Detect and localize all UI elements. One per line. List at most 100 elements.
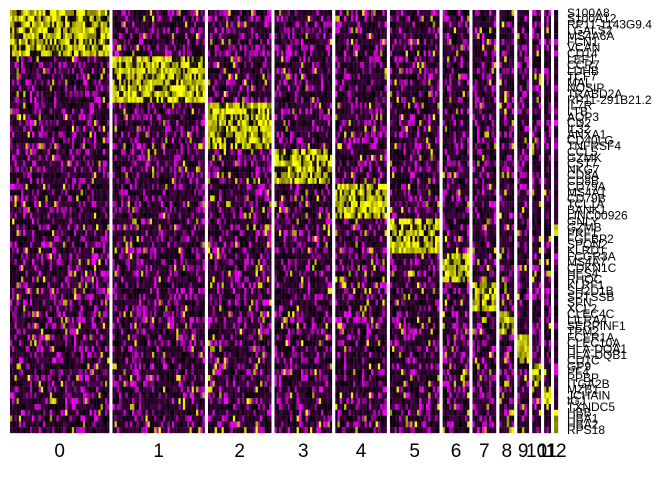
heatmap-cell — [36, 276, 39, 283]
heatmap-cell — [112, 91, 115, 98]
heatmap-cell — [74, 392, 77, 399]
heatmap-cell — [51, 386, 55, 393]
heatmap-cell — [71, 363, 75, 370]
heatmap-cell — [198, 172, 201, 179]
heatmap-cell — [51, 282, 55, 289]
heatmap-cell — [74, 253, 77, 260]
heatmap-cell — [98, 357, 101, 364]
heatmap-cell — [27, 218, 31, 225]
heatmap-cell — [138, 62, 142, 69]
heatmap-cell — [45, 56, 48, 63]
heatmap-cell — [21, 73, 24, 80]
heatmap-cell — [200, 201, 203, 208]
heatmap-cell — [119, 120, 122, 127]
heatmap-cell — [74, 79, 77, 86]
heatmap-cell — [202, 114, 206, 121]
heatmap-cell — [174, 218, 177, 225]
heatmap-cell — [156, 96, 159, 103]
heatmap-cell — [21, 96, 24, 103]
heatmap-cell — [116, 120, 120, 127]
heatmap-cell — [185, 172, 188, 179]
heatmap-cell — [38, 346, 42, 353]
heatmap-cell — [67, 160, 70, 167]
heatmap-cell — [27, 50, 31, 57]
heatmap-cell — [23, 270, 26, 277]
heatmap-cell — [49, 201, 53, 208]
heatmap-cell — [67, 398, 70, 405]
heatmap-cell — [158, 218, 161, 225]
heatmap-cell — [116, 108, 120, 115]
heatmap-cell — [187, 56, 190, 63]
heatmap-cell — [158, 201, 161, 208]
heatmap-cell — [163, 21, 166, 28]
heatmap-cell — [29, 270, 33, 277]
heatmap-cell — [112, 79, 115, 86]
heatmap-cell — [51, 317, 55, 324]
heatmap-cell — [14, 154, 17, 161]
heatmap-cell — [89, 253, 92, 260]
heatmap-cell — [29, 62, 33, 69]
heatmap-cell — [85, 334, 88, 341]
heatmap-cell — [138, 56, 142, 63]
heatmap-cell — [36, 102, 39, 109]
heatmap-cell — [85, 386, 88, 393]
heatmap-cell — [93, 351, 97, 358]
heatmap-cell — [178, 235, 181, 242]
heatmap-cell — [82, 375, 86, 381]
heatmap-cell — [49, 212, 53, 219]
heatmap-cell — [71, 398, 75, 405]
heatmap-cell — [23, 21, 26, 28]
heatmap-cell — [87, 346, 90, 353]
heatmap-cell — [56, 201, 59, 208]
heatmap-cell — [96, 27, 99, 34]
heatmap-cell — [87, 56, 90, 63]
heatmap-cell — [85, 120, 88, 127]
heatmap-cell — [49, 351, 53, 358]
heatmap-cell — [60, 224, 64, 231]
heatmap-cell — [134, 149, 137, 156]
heatmap-cell — [163, 212, 166, 219]
heatmap-cell — [34, 166, 37, 173]
heatmap-cell — [200, 33, 203, 40]
heatmap-cell — [67, 56, 70, 63]
heatmap-cell — [93, 67, 97, 74]
heatmap-cell — [165, 207, 168, 213]
heatmap-cell — [21, 67, 24, 74]
heatmap-cell — [119, 189, 122, 196]
heatmap-cell — [176, 154, 179, 161]
heatmap-cell — [116, 50, 120, 57]
heatmap-cell — [105, 10, 108, 16]
heatmap-cell — [145, 241, 148, 248]
heatmap-cell — [105, 218, 108, 225]
heatmap-cell — [91, 195, 95, 202]
heatmap-cell — [65, 409, 68, 416]
heatmap-cell — [193, 224, 197, 231]
heatmap-cell — [29, 79, 33, 86]
heatmap-cell — [125, 172, 128, 179]
heatmap-cell — [93, 299, 97, 306]
heatmap-cell — [178, 108, 181, 115]
heatmap-cell — [49, 195, 53, 202]
heatmap-cell — [180, 85, 184, 92]
heatmap-cell — [58, 79, 61, 86]
heatmap-cell — [58, 207, 61, 213]
heatmap-cell — [193, 166, 197, 173]
heatmap-cell — [116, 125, 120, 132]
heatmap-cell — [58, 409, 61, 416]
heatmap-cell — [29, 114, 33, 121]
heatmap-cell — [58, 67, 61, 74]
heatmap-cell — [40, 340, 44, 347]
heatmap-cell — [180, 235, 184, 242]
heatmap-cell — [18, 259, 22, 266]
heatmap-cell — [74, 357, 77, 364]
heatmap-cell — [51, 102, 55, 109]
heatmap-cell — [132, 15, 135, 22]
heatmap-cell — [27, 108, 31, 115]
heatmap-cell — [102, 160, 106, 167]
heatmap-cell — [34, 259, 37, 266]
heatmap-cell — [136, 241, 139, 248]
heatmap-cell — [54, 160, 57, 167]
heatmap-cell — [10, 38, 13, 45]
heatmap-cell — [191, 195, 195, 202]
heatmap-cell — [158, 15, 161, 22]
